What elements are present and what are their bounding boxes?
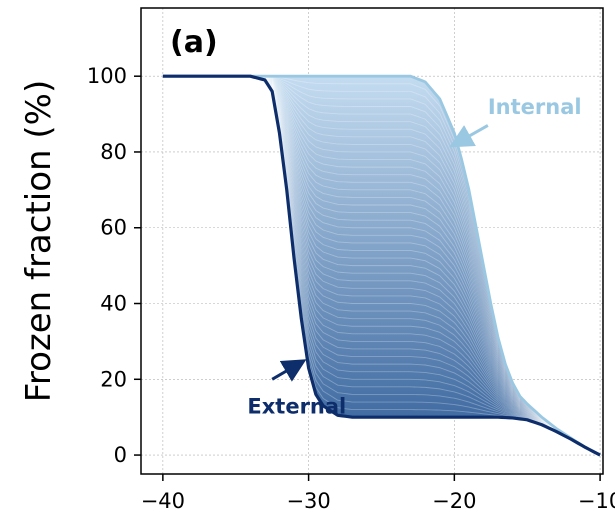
- y-tick-label: 100: [87, 64, 127, 88]
- y-tick-label: 60: [100, 216, 127, 240]
- annotation-external-label: External: [247, 394, 346, 418]
- plot-frame: [140, 7, 604, 475]
- y-axis-ticks: 0 20 40 60 80 100: [87, 64, 141, 467]
- band-fill: [162, 76, 601, 456]
- x-tick-label: −20: [432, 489, 476, 513]
- x-tick-label: −40: [141, 489, 185, 513]
- series-lines: [162, 74, 601, 457]
- y-tick-label: 20: [100, 367, 127, 391]
- annotations: Internal External: [247, 95, 581, 418]
- annotation-internal-arrow: [449, 124, 489, 148]
- x-axis-ticks: −40 −30 −20 −10: [141, 474, 615, 513]
- y-axis-label: Frozen fraction (%): [19, 80, 59, 403]
- y-tick-label: 0: [114, 443, 127, 467]
- y-tick-label: 80: [100, 140, 127, 164]
- annotation-external-arrow: [271, 359, 307, 382]
- panel-label: (a): [170, 25, 218, 60]
- series-line-external: [162, 74, 601, 457]
- annotation-internal-label: Internal: [488, 95, 582, 119]
- x-tick-label: −10: [578, 489, 615, 513]
- y-tick-label: 40: [100, 292, 127, 316]
- curve-band: [162, 75, 601, 456]
- x-tick-label: −30: [286, 489, 330, 513]
